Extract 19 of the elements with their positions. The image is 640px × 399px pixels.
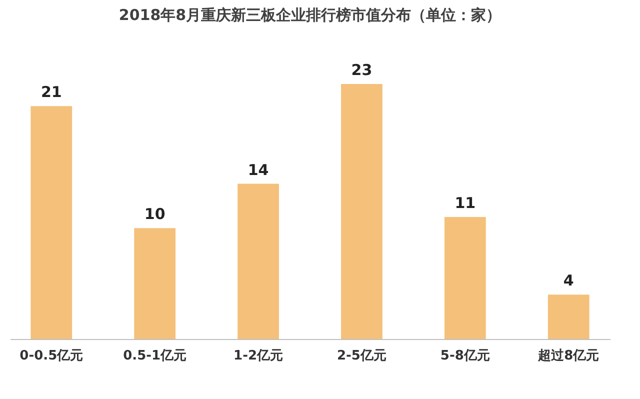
bar bbox=[134, 228, 176, 339]
data-label: 23 bbox=[351, 61, 372, 79]
data-label: 21 bbox=[40, 83, 62, 102]
bar bbox=[30, 106, 72, 339]
bar bbox=[548, 294, 590, 339]
x-tick-label: 5-8亿元 bbox=[440, 348, 490, 364]
x-tick-label: 0.5-1亿元 bbox=[123, 348, 187, 364]
bar bbox=[444, 217, 486, 339]
x-tick-label: 2-5亿元 bbox=[336, 348, 386, 364]
x-tick-label: 超过8亿元 bbox=[537, 348, 600, 364]
chart-title: 2018年8月重庆新三板企业排行榜市值分布（单位：家） bbox=[118, 6, 502, 24]
x-tick-label: 0-0.5亿元 bbox=[20, 348, 84, 364]
data-label: 10 bbox=[144, 205, 166, 224]
data-label: 11 bbox=[454, 194, 476, 212]
bar bbox=[238, 184, 279, 339]
data-label: 14 bbox=[248, 160, 269, 179]
bar bbox=[341, 84, 382, 339]
data-label: 4 bbox=[563, 272, 574, 290]
x-tick-label: 1-2亿元 bbox=[234, 348, 284, 364]
